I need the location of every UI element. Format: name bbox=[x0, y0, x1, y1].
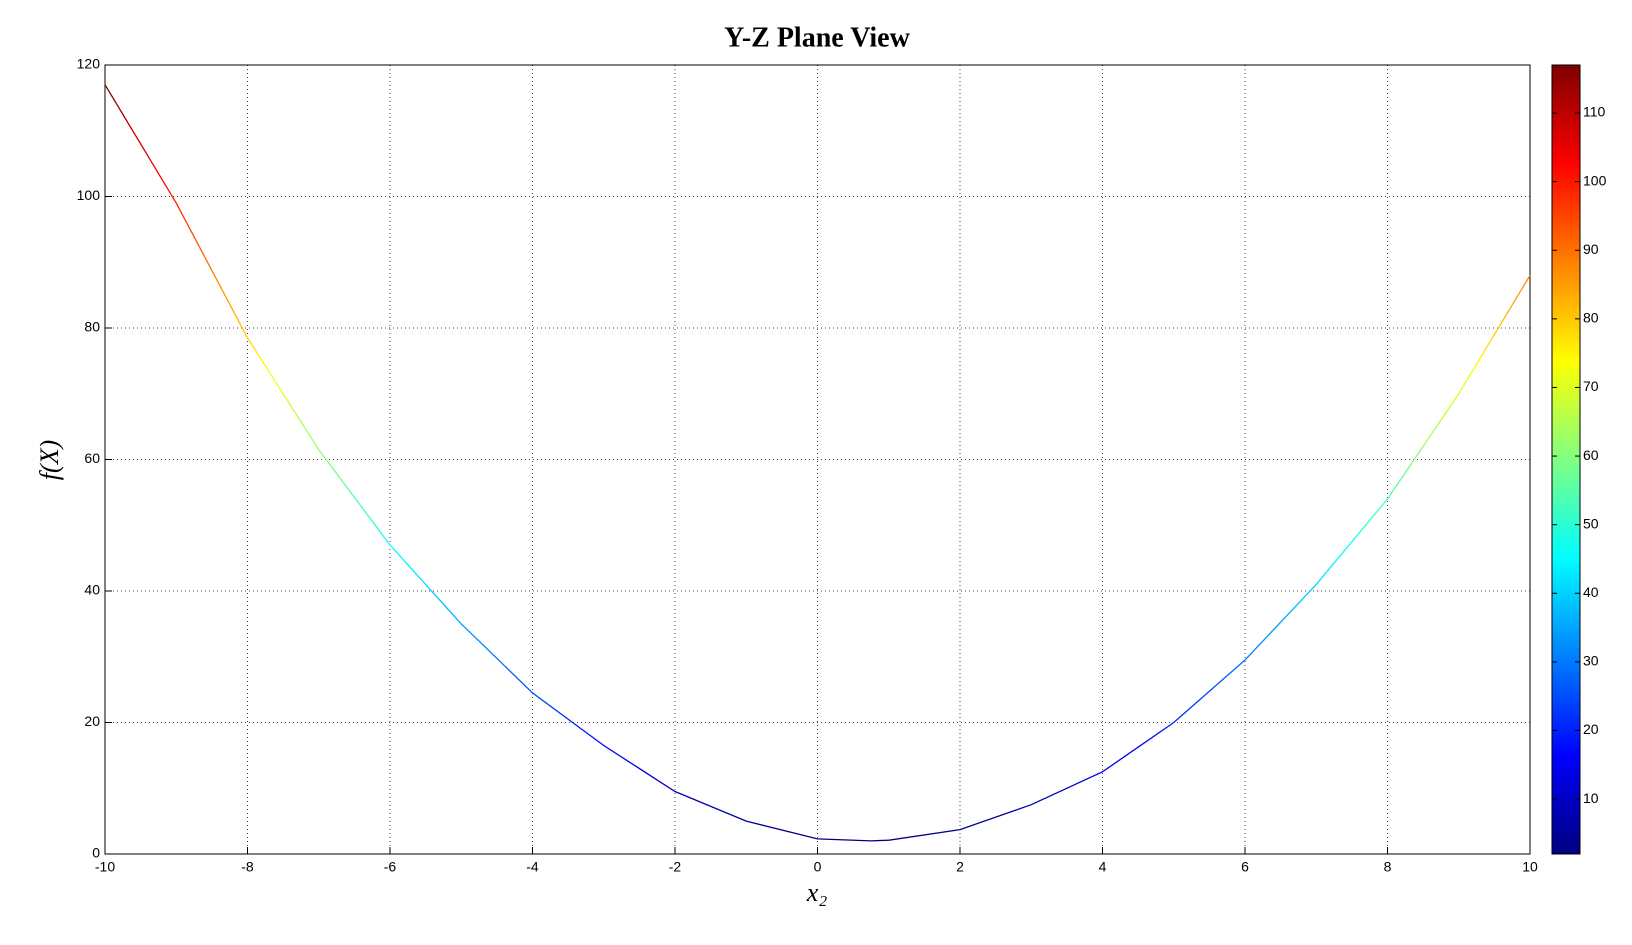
plot-frame bbox=[104, 64, 1531, 855]
colorbar-tick-label: 50 bbox=[1583, 515, 1599, 531]
colorbar-tick-label: 30 bbox=[1583, 653, 1599, 669]
x-tick-label: 8 bbox=[1384, 859, 1392, 875]
y-tick-label: 60 bbox=[84, 450, 100, 466]
colorbar-tick-label: 40 bbox=[1583, 584, 1599, 600]
x-tick-label: 2 bbox=[956, 859, 964, 875]
x-tick-label: -8 bbox=[241, 859, 254, 875]
x-axis-label: x₂ bbox=[806, 878, 828, 907]
colorbar-tick-label: 100 bbox=[1583, 172, 1607, 188]
x-tick-label: -4 bbox=[526, 859, 539, 875]
x-tick-label: 10 bbox=[1522, 859, 1538, 875]
x-tick-label: 6 bbox=[1241, 859, 1249, 875]
colorbar-tick-label: 110 bbox=[1583, 104, 1606, 120]
colorbar-tick-label: 20 bbox=[1583, 721, 1599, 737]
colorbar-tick-label: 90 bbox=[1583, 241, 1599, 257]
y-tick-label: 40 bbox=[84, 582, 100, 598]
x-tick-label: 4 bbox=[1099, 859, 1107, 875]
y-tick-label: 0 bbox=[92, 845, 100, 861]
y-tick-label: 120 bbox=[77, 56, 101, 72]
colorbar-tick-label: 60 bbox=[1583, 447, 1599, 463]
x-tick-label: -6 bbox=[384, 859, 397, 875]
y-tick-label: 80 bbox=[84, 319, 100, 335]
colorbar bbox=[1551, 64, 1581, 855]
y-tick-label: 100 bbox=[77, 187, 101, 203]
y-tick-label: 20 bbox=[84, 713, 100, 729]
x-tick-label: -10 bbox=[95, 859, 115, 875]
colorbar-tick-label: 80 bbox=[1583, 310, 1599, 326]
x-tick-label: 0 bbox=[814, 859, 822, 875]
y-axis-label: f(X) bbox=[35, 440, 64, 480]
colorbar-tick-label: 10 bbox=[1583, 790, 1599, 806]
x-tick-label: -2 bbox=[669, 859, 682, 875]
chart-title: Y-Z Plane View bbox=[724, 22, 910, 53]
curve bbox=[104, 84, 1531, 842]
colorbar-tick-label: 70 bbox=[1583, 378, 1599, 394]
